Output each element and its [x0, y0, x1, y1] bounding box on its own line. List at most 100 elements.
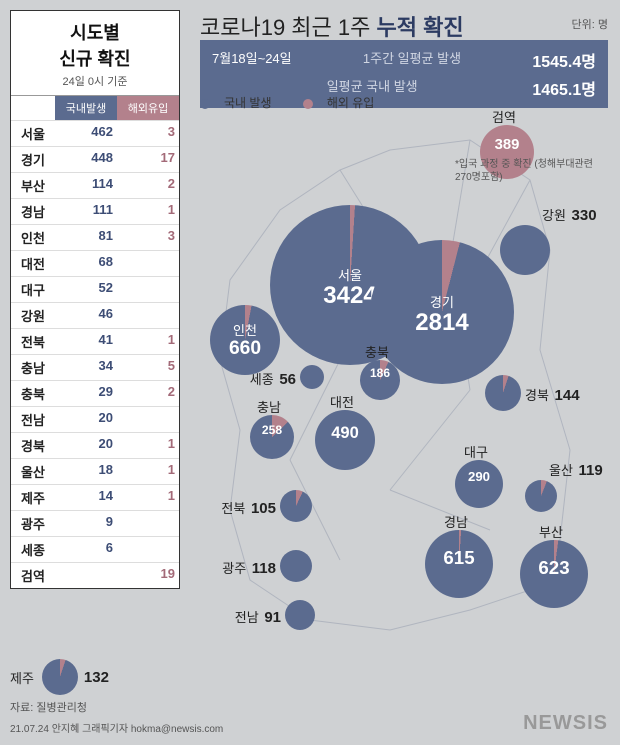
stat1-label: 1주간 일평균 발생: [363, 48, 461, 72]
cell-domestic: 81: [55, 225, 117, 250]
cell-overseas: 2: [117, 381, 179, 406]
cell-overseas: 3: [117, 225, 179, 250]
cell-domestic: 34: [55, 355, 117, 380]
bubble-전남: [285, 600, 315, 630]
table-row: 세종6: [11, 536, 179, 562]
cell-region: 충남: [11, 355, 55, 380]
cell-overseas: 1: [117, 459, 179, 484]
cell-domestic: 52: [55, 277, 117, 302]
table-row: 검역19: [11, 562, 179, 588]
cell-region: 부산: [11, 173, 55, 198]
bubble-ext-label: 강원 330: [542, 205, 597, 224]
cell-domestic: 6: [55, 537, 117, 562]
table-row: 전남20: [11, 406, 179, 432]
table-row: 경남1111: [11, 198, 179, 224]
jeju-panel: 제주132: [10, 659, 109, 695]
table-row: 경기44817: [11, 146, 179, 172]
table-row: 강원46: [11, 302, 179, 328]
bubble-광주: [280, 550, 312, 582]
cell-overseas: [117, 277, 179, 302]
bubble-label: 290: [455, 468, 503, 486]
cell-region: 인천: [11, 225, 55, 250]
cell-overseas: 1: [117, 199, 179, 224]
table-row: 충북292: [11, 380, 179, 406]
cell-domestic: 114: [55, 173, 117, 198]
cell-domestic: 41: [55, 329, 117, 354]
bubble-region-label: 부산: [539, 522, 565, 541]
cell-domestic: 20: [55, 433, 117, 458]
cell-domestic: 29: [55, 381, 117, 406]
cell-overseas: [117, 251, 179, 276]
bubble-세종: [300, 365, 324, 389]
legend-domestic-label: 국내 발생: [224, 96, 272, 110]
bubble-label: 615: [425, 548, 493, 569]
bubble-전북: [280, 490, 312, 522]
table-row: 부산1142: [11, 172, 179, 198]
cell-domestic: 462: [55, 121, 117, 146]
cell-domestic: 9: [55, 511, 117, 536]
cell-region: 서울: [11, 121, 55, 146]
cell-overseas: [117, 511, 179, 536]
table-header-row: 국내발생 해외유입: [11, 96, 179, 120]
table-row: 광주9: [11, 510, 179, 536]
cell-overseas: 2: [117, 173, 179, 198]
legend: 국내 발생 해외 유입: [200, 94, 402, 111]
cell-overseas: 3: [117, 121, 179, 146]
date-range: 7월18일~24일: [212, 48, 292, 72]
region-table: 시도별 신규 확진 24일 0시 기준 국내발생 해외유입 서울4623경기44…: [10, 10, 180, 589]
table-row: 경북201: [11, 432, 179, 458]
cell-domestic: 20: [55, 407, 117, 432]
bubble-ext-label: 전북 105: [220, 498, 276, 517]
bubble-region-label: 대구: [464, 442, 490, 461]
cell-region: 전남: [11, 407, 55, 432]
table-header-overseas: 해외유입: [117, 96, 179, 120]
bubble-label: 258: [250, 421, 294, 439]
table-row: 전북411: [11, 328, 179, 354]
cell-overseas: [117, 537, 179, 562]
cell-domestic: 448: [55, 147, 117, 172]
cell-region: 경기: [11, 147, 55, 172]
bubble-label: 경기2814: [370, 296, 514, 337]
bubble-label: 623: [520, 558, 588, 579]
bubble-label: 인천660: [210, 324, 280, 359]
bubble-region-label: 검역: [492, 107, 518, 126]
cell-domestic: 68: [55, 251, 117, 276]
title-accent: 누적 확진: [376, 15, 463, 40]
cell-overseas: 5: [117, 355, 179, 380]
table-subtitle: 24일 0시 기준: [11, 73, 179, 96]
bubble-울산: [525, 480, 557, 512]
unit-label: 단위: 명: [572, 16, 608, 32]
title-prefix: 코로나19 최근 1주: [200, 15, 376, 40]
bubble-region-label: 경남: [444, 512, 470, 531]
cell-overseas: 1: [117, 329, 179, 354]
bubble-label: 389: [480, 136, 534, 154]
table-row: 대전68: [11, 250, 179, 276]
map-chart: 서울3424경기2814인천660강원 330389검역세종 56186충북49…: [190, 110, 610, 670]
bubble-경북: [485, 375, 521, 411]
cell-region: 대구: [11, 277, 55, 302]
table-row: 충남345: [11, 354, 179, 380]
table-row: 울산181: [11, 458, 179, 484]
watermark: NEWSIS: [523, 712, 608, 735]
table-row: 대구52: [11, 276, 179, 302]
bubble-region-label: 대전: [330, 392, 356, 411]
bubble-label: 490: [315, 424, 375, 443]
legend-overseas-dot: [303, 99, 313, 109]
bubble-label: 186: [360, 364, 400, 382]
stat2-value: 1465.1명: [532, 76, 596, 100]
cell-overseas: [117, 303, 179, 328]
cell-overseas: 17: [117, 147, 179, 172]
cell-domestic: 111: [55, 199, 117, 224]
cell-domestic: 18: [55, 459, 117, 484]
bubble-ext-label: 광주 118: [220, 558, 276, 577]
bubble-ext-label: 세종 56: [240, 369, 296, 388]
cell-region: 강원: [11, 303, 55, 328]
cell-region: 검역: [11, 563, 55, 588]
cell-domestic: 14: [55, 485, 117, 510]
bubble-강원: [500, 225, 550, 275]
stat1-value: 1545.4명: [532, 48, 596, 72]
legend-domestic-dot: [200, 99, 210, 109]
cell-region: 충북: [11, 381, 55, 406]
quarantine-note: *입국 과정 중 확진 (청해부대관련 270명포함): [455, 158, 610, 184]
cell-domestic: 46: [55, 303, 117, 328]
